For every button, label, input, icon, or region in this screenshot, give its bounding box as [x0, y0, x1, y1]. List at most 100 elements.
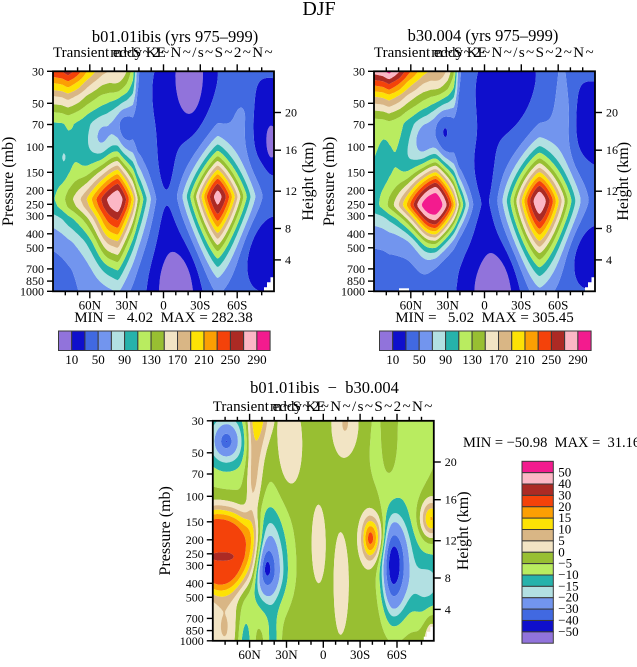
svg-text:0: 0: [481, 297, 488, 312]
svg-text:1000: 1000: [180, 634, 204, 648]
svg-text:30: 30: [558, 487, 571, 502]
svg-text:b01.01ibis − b30.004: b01.01ibis − b30.004: [250, 378, 399, 397]
svg-text:MIN = 4.02 MAX = 282.38: MIN = 4.02 MAX = 282.38: [74, 310, 253, 326]
svg-text:8: 8: [606, 222, 612, 236]
svg-text:50: 50: [558, 465, 571, 480]
svg-text:170: 170: [489, 352, 509, 367]
svg-text:5: 5: [558, 533, 565, 548]
svg-text:700: 700: [347, 262, 365, 276]
svg-text:50: 50: [192, 446, 204, 460]
svg-text:300: 300: [347, 209, 365, 223]
svg-text:130: 130: [141, 352, 161, 367]
svg-text:m~S~2~N~/s~S~2~N~: m~S~2~N~/s~S~2~N~: [431, 45, 595, 61]
svg-text:290: 290: [568, 352, 588, 367]
svg-text:50: 50: [353, 96, 365, 110]
svg-text:−40: −40: [558, 613, 578, 628]
svg-text:b30.004 (yrs 975–999): b30.004 (yrs 975–999): [408, 26, 559, 45]
svg-text:60N: 60N: [400, 297, 423, 312]
svg-text:1000: 1000: [20, 284, 44, 298]
svg-text:4: 4: [445, 602, 451, 616]
svg-text:30S: 30S: [190, 297, 210, 312]
svg-text:30S: 30S: [511, 297, 531, 312]
svg-text:30N: 30N: [116, 297, 139, 312]
svg-text:4: 4: [606, 253, 612, 267]
svg-text:150: 150: [186, 515, 204, 529]
svg-text:MIN = −50.98 MAX = 31.16: MIN = −50.98 MAX = 31.16: [463, 435, 637, 451]
svg-text:16: 16: [606, 143, 618, 157]
svg-text:b01.01ibis (yrs 975–999): b01.01ibis (yrs 975–999): [92, 27, 258, 46]
svg-text:70: 70: [192, 467, 204, 481]
svg-text:10: 10: [65, 352, 78, 367]
svg-text:70: 70: [353, 118, 365, 132]
svg-text:MIN = 5.02 MAX = 305.45: MIN = 5.02 MAX = 305.45: [395, 310, 574, 326]
svg-text:DJF: DJF: [302, 0, 335, 20]
svg-text:50: 50: [32, 96, 44, 110]
svg-text:10: 10: [386, 352, 399, 367]
svg-text:15: 15: [558, 510, 571, 525]
svg-text:40: 40: [558, 476, 571, 491]
svg-text:8: 8: [285, 222, 291, 236]
svg-text:30: 30: [353, 64, 365, 78]
svg-text:90: 90: [439, 352, 452, 367]
svg-text:250: 250: [347, 197, 365, 211]
svg-text:170: 170: [168, 352, 188, 367]
svg-text:30: 30: [32, 64, 44, 78]
svg-text:50: 50: [92, 352, 105, 367]
svg-text:0: 0: [558, 544, 565, 559]
svg-text:30N: 30N: [275, 647, 298, 662]
svg-text:400: 400: [26, 227, 44, 241]
svg-text:12: 12: [445, 534, 457, 548]
svg-text:12: 12: [606, 184, 618, 198]
svg-text:700: 700: [26, 262, 44, 276]
svg-text:250: 250: [26, 197, 44, 211]
svg-text:300: 300: [26, 209, 44, 223]
svg-text:130: 130: [462, 352, 482, 367]
svg-text:700: 700: [186, 611, 204, 625]
svg-text:100: 100: [26, 140, 44, 154]
svg-text:10: 10: [558, 522, 571, 537]
svg-text:−20: −20: [558, 590, 578, 605]
svg-text:−5: −5: [558, 556, 572, 571]
svg-text:30N: 30N: [437, 297, 460, 312]
svg-text:Pressure (mb): Pressure (mb): [0, 137, 17, 226]
svg-text:0: 0: [160, 297, 167, 312]
svg-text:16: 16: [445, 493, 457, 507]
svg-text:300: 300: [186, 558, 204, 572]
svg-text:60N: 60N: [238, 647, 261, 662]
svg-text:850: 850: [186, 624, 204, 638]
svg-text:290: 290: [247, 352, 267, 367]
svg-text:Pressure (mb): Pressure (mb): [157, 486, 174, 575]
svg-text:250: 250: [186, 547, 204, 561]
svg-text:−30: −30: [558, 601, 578, 616]
svg-text:1000: 1000: [341, 284, 365, 298]
svg-text:Height (km): Height (km): [615, 142, 632, 221]
svg-text:250: 250: [542, 352, 562, 367]
svg-text:400: 400: [186, 576, 204, 590]
svg-text:Height (km): Height (km): [455, 491, 472, 570]
svg-text:12: 12: [285, 184, 297, 198]
svg-text:20: 20: [445, 455, 457, 469]
svg-text:210: 210: [194, 352, 214, 367]
svg-text:100: 100: [186, 489, 204, 503]
svg-text:m~S~2~N~/s~S~2~N~: m~S~2~N~/s~S~2~N~: [110, 45, 274, 61]
svg-text:60S: 60S: [548, 297, 568, 312]
svg-text:8: 8: [445, 571, 451, 585]
svg-text:4: 4: [285, 253, 291, 267]
svg-text:70: 70: [32, 118, 44, 132]
svg-text:m~S~2~N~/s~S~2~N~: m~S~2~N~/s~S~2~N~: [270, 399, 434, 415]
svg-text:100: 100: [347, 140, 365, 154]
svg-text:60S: 60S: [387, 647, 407, 662]
svg-text:850: 850: [347, 274, 365, 288]
svg-text:20: 20: [285, 106, 297, 120]
svg-text:16: 16: [285, 143, 297, 157]
svg-text:0: 0: [320, 647, 327, 662]
svg-text:210: 210: [515, 352, 535, 367]
svg-text:Height (km): Height (km): [300, 142, 317, 221]
svg-text:Transient eddy KE: Transient eddy KE: [213, 399, 326, 415]
svg-text:30: 30: [192, 414, 204, 428]
svg-text:850: 850: [26, 274, 44, 288]
svg-text:500: 500: [347, 241, 365, 255]
svg-text:200: 200: [186, 533, 204, 547]
svg-text:−10: −10: [558, 567, 578, 582]
svg-text:200: 200: [26, 183, 44, 197]
